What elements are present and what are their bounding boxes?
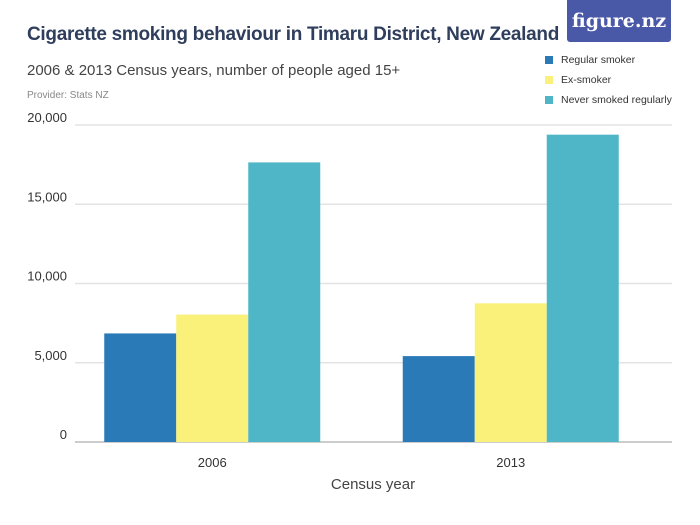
bar-never-smoked-regularly: [546, 134, 619, 442]
legend-swatch: [545, 56, 553, 64]
legend-label: Regular smoker: [561, 54, 636, 66]
bar-ex-smoker: [176, 314, 249, 442]
x-axis-title: Census year: [331, 476, 415, 493]
legend-item: Ex-smoker: [545, 70, 672, 90]
chart-title: Cigarette smoking behaviour in Timaru Di…: [27, 24, 560, 45]
x-tick-label: 2006: [198, 455, 227, 470]
x-tick-label: 2013: [496, 455, 525, 470]
legend-swatch: [545, 96, 553, 104]
bar-ex-smoker: [474, 303, 547, 442]
figure-nz-logo[interactable]: figure.nz: [567, 0, 671, 42]
legend-label: Ex-smoker: [561, 74, 612, 86]
legend-item: Never smoked regularly: [545, 90, 672, 110]
y-tick-label: 20,000: [27, 110, 67, 125]
y-tick-label: 0: [60, 427, 67, 442]
y-tick-label: 5,000: [34, 348, 67, 363]
legend-item: Regular smoker: [545, 50, 672, 70]
bar-never-smoked-regularly: [248, 162, 321, 442]
bar-regular-smoker: [104, 333, 177, 442]
legend: Regular smoker Ex-smoker Never smoked regu…: [545, 50, 672, 110]
legend-swatch: [545, 76, 553, 84]
y-tick-label: 15,000: [27, 189, 67, 204]
chart-subtitle: 2006 & 2013 Census years, number of peop…: [27, 62, 401, 79]
bar-regular-smoker: [402, 356, 475, 442]
provider-label: Provider: Stats NZ: [27, 90, 109, 101]
legend-label: Never smoked regularly: [561, 94, 672, 106]
y-tick-label: 10,000: [27, 269, 67, 284]
